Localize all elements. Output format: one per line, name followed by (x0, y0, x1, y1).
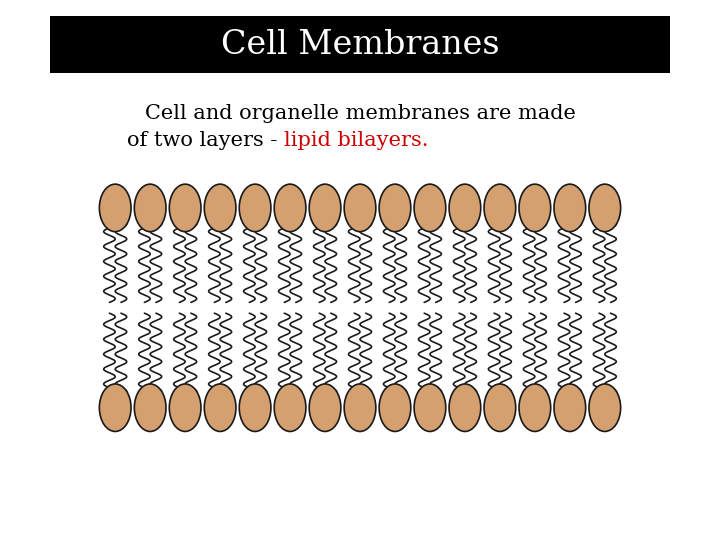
Ellipse shape (169, 184, 201, 232)
Ellipse shape (484, 184, 516, 232)
Ellipse shape (589, 384, 621, 431)
Ellipse shape (449, 384, 481, 431)
Ellipse shape (589, 184, 621, 232)
Text: Cell Membranes: Cell Membranes (221, 29, 499, 60)
Ellipse shape (239, 184, 271, 232)
Ellipse shape (99, 184, 131, 232)
Ellipse shape (274, 384, 306, 431)
Ellipse shape (239, 384, 271, 431)
Ellipse shape (484, 384, 516, 431)
Ellipse shape (379, 384, 411, 431)
Ellipse shape (309, 184, 341, 232)
Ellipse shape (344, 184, 376, 232)
Ellipse shape (135, 384, 166, 431)
Ellipse shape (414, 184, 446, 232)
Ellipse shape (204, 184, 236, 232)
Text: lipid bilayers.: lipid bilayers. (284, 131, 429, 150)
Ellipse shape (169, 384, 201, 431)
Ellipse shape (204, 384, 236, 431)
Text: Cell and organelle membranes are made: Cell and organelle membranes are made (145, 104, 575, 123)
Ellipse shape (379, 184, 411, 232)
Text: of two layers -: of two layers - (127, 131, 284, 150)
Ellipse shape (414, 384, 446, 431)
Ellipse shape (519, 184, 551, 232)
Ellipse shape (344, 384, 376, 431)
Bar (50, 16, 670, 73)
Ellipse shape (309, 384, 341, 431)
Ellipse shape (99, 384, 131, 431)
Ellipse shape (519, 384, 551, 431)
Ellipse shape (554, 384, 585, 431)
Ellipse shape (274, 184, 306, 232)
Ellipse shape (554, 184, 585, 232)
Ellipse shape (449, 184, 481, 232)
Ellipse shape (135, 184, 166, 232)
